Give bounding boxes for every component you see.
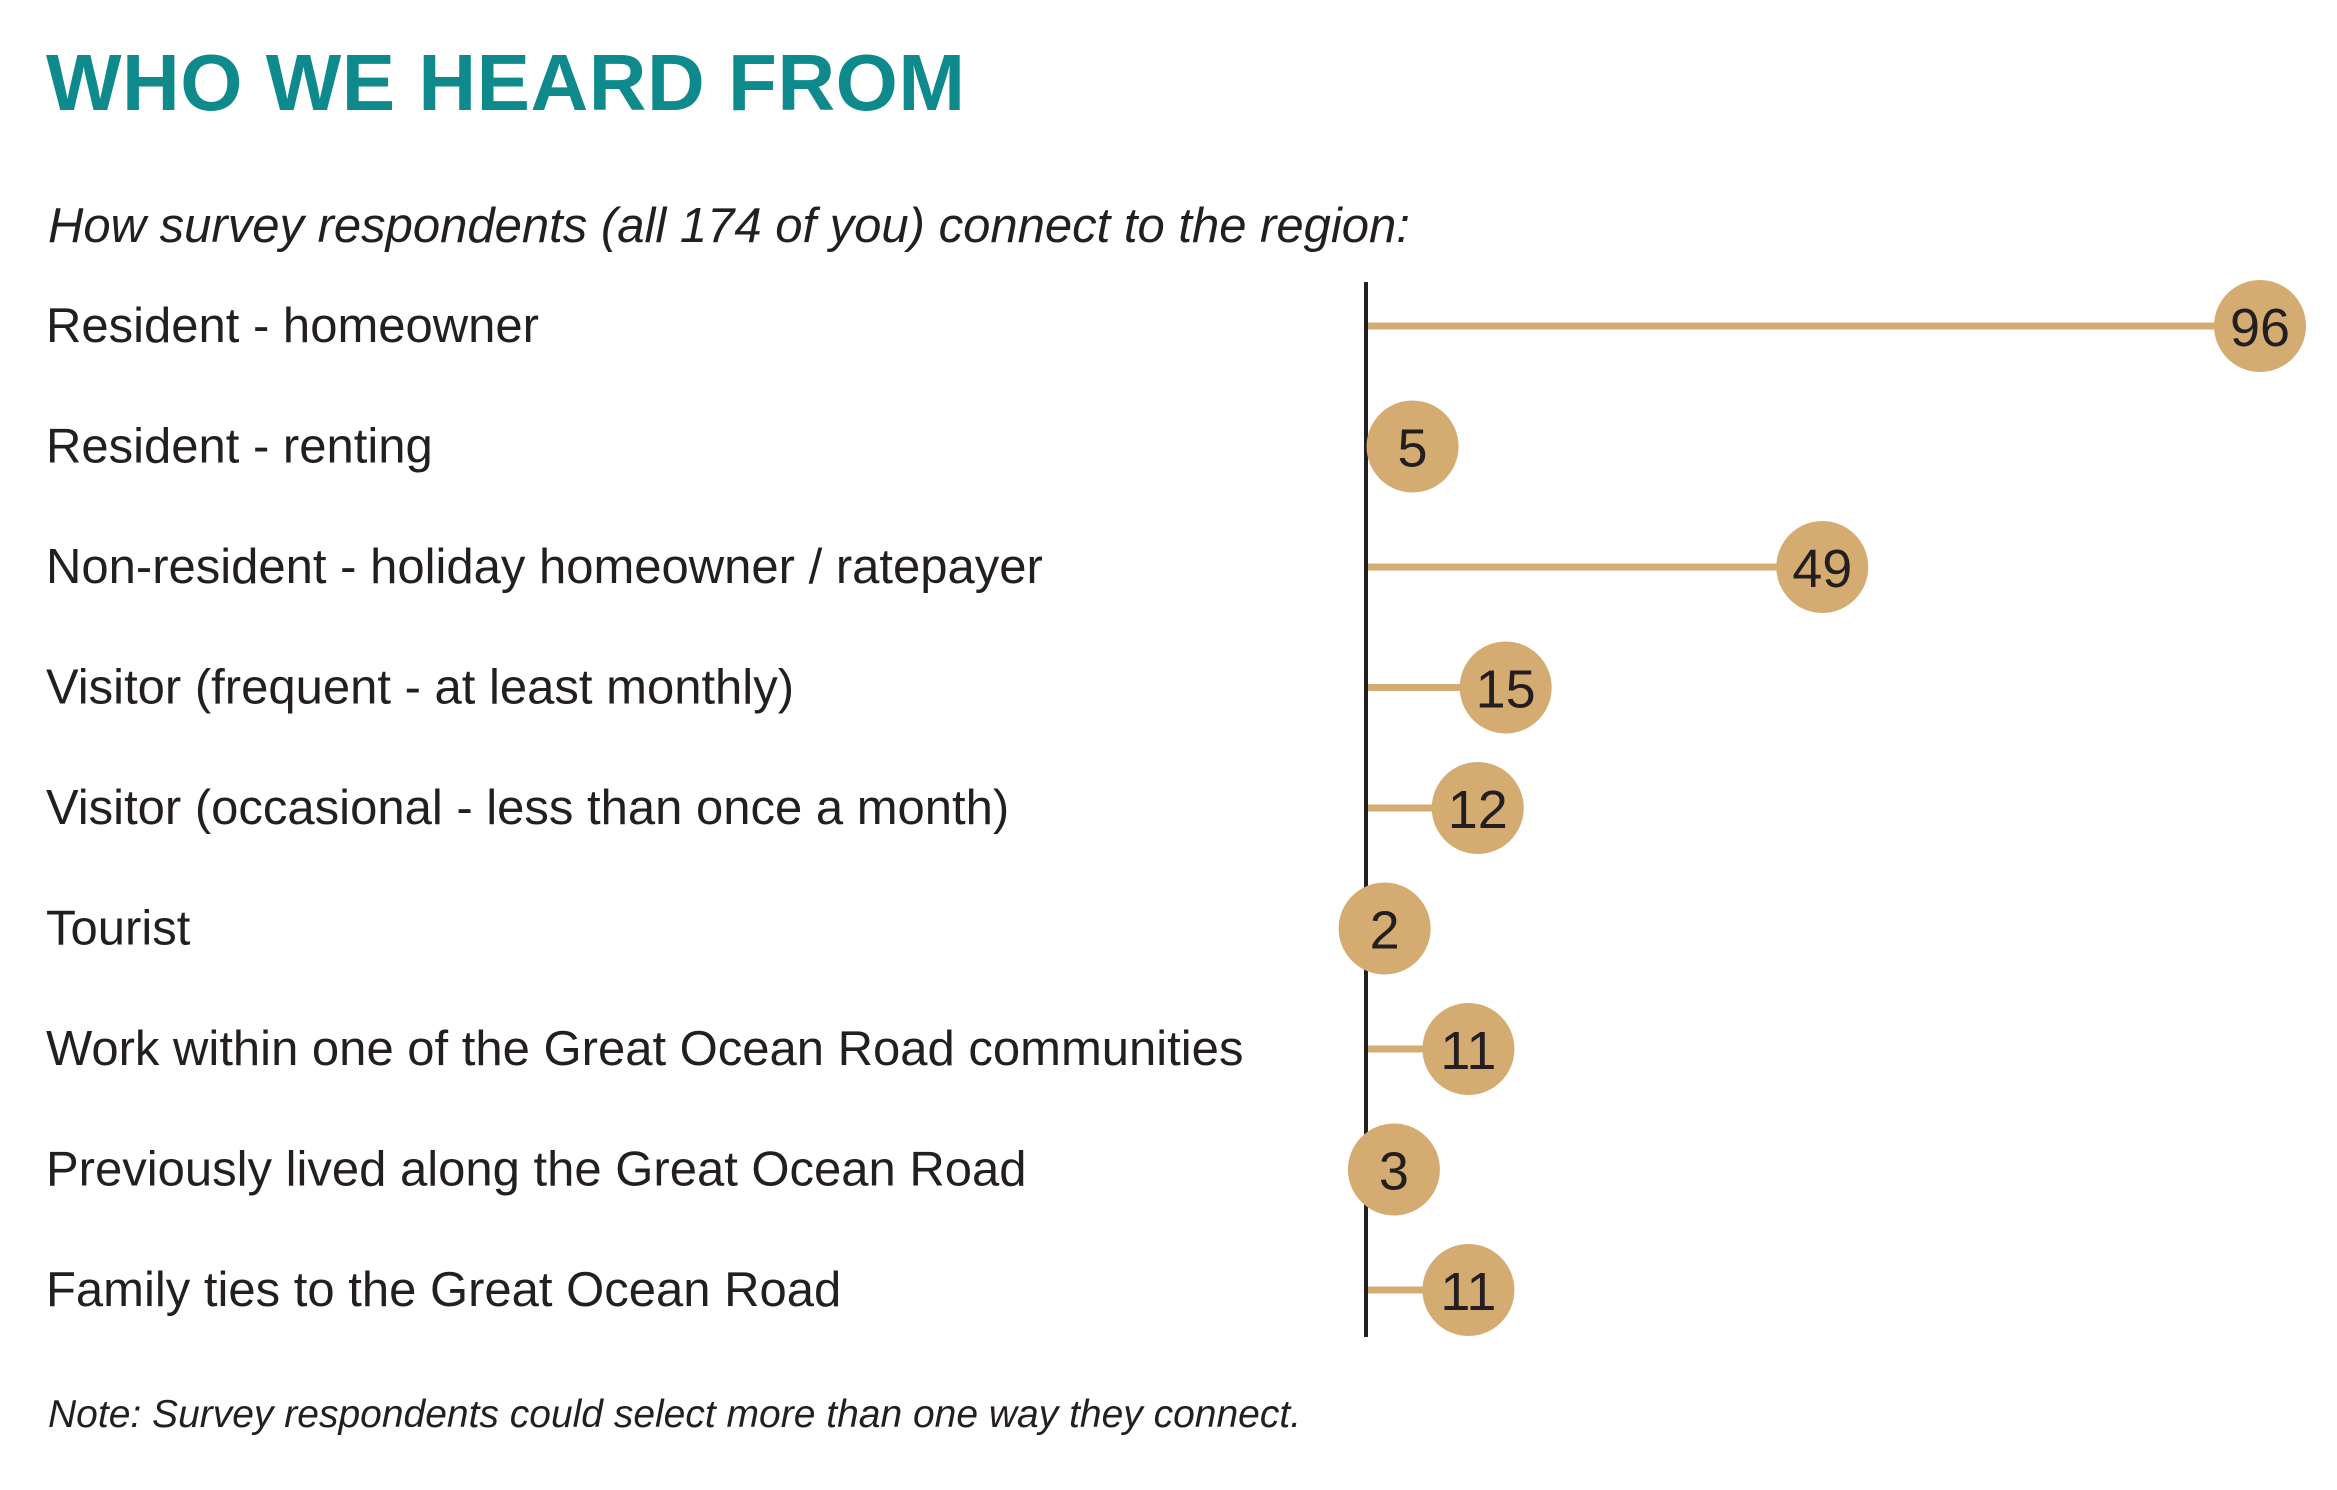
category-label: Resident - renting — [46, 420, 433, 474]
lollipop-marker — [1422, 1003, 1515, 1095]
data-label: 11 — [1440, 1262, 1496, 1322]
category-label: Family ties to the Great Ocean Road — [46, 1263, 841, 1317]
data-label: 15 — [1476, 660, 1536, 720]
data-label: 96 — [2230, 298, 2290, 358]
footnote: Note: Survey respondents could select mo… — [48, 1393, 1302, 1436]
chart-subtitle: How survey respondents (all 174 of you) … — [48, 199, 1410, 253]
lollipop-marker — [1776, 521, 1869, 613]
category-label: Tourist — [46, 902, 191, 956]
category-label: Visitor (frequent - at least monthly) — [46, 661, 794, 715]
lollipop-marker — [1459, 641, 1552, 734]
lollipop-chart: Resident - homeowner Resident - renting No… — [46, 280, 2306, 1337]
category-label: Work within one of the Great Ocean Road … — [46, 1022, 1243, 1076]
lollipop-marker — [1338, 882, 1431, 975]
data-label: 2 — [1370, 901, 1400, 961]
lollipop-marker — [1422, 1244, 1515, 1336]
lollipop-marker — [1366, 400, 1459, 493]
category-labels: Resident - homeowner Resident - renting No… — [46, 299, 1243, 1317]
category-label: Visitor (occasional - less than once a m… — [46, 781, 1009, 835]
data-label: 3 — [1379, 1142, 1409, 1202]
page-title: WHO WE HEARD FROM — [46, 38, 966, 127]
lollipop-marker — [1347, 1123, 1440, 1216]
data-label: 5 — [1398, 419, 1428, 479]
category-label: Resident - homeowner — [46, 299, 539, 353]
lollipop-markers: 96 5 49 15 12 2 11 3 11 — [1338, 280, 2306, 1336]
data-label: 49 — [1792, 539, 1852, 599]
lollipop-marker — [1431, 762, 1524, 854]
category-label: Previously lived along the Great Ocean R… — [46, 1143, 1027, 1197]
data-label: 12 — [1448, 780, 1508, 840]
category-label: Non-resident - holiday homeowner / ratep… — [46, 540, 1043, 594]
lollipop-marker — [2214, 280, 2306, 372]
data-label: 11 — [1440, 1021, 1496, 1081]
